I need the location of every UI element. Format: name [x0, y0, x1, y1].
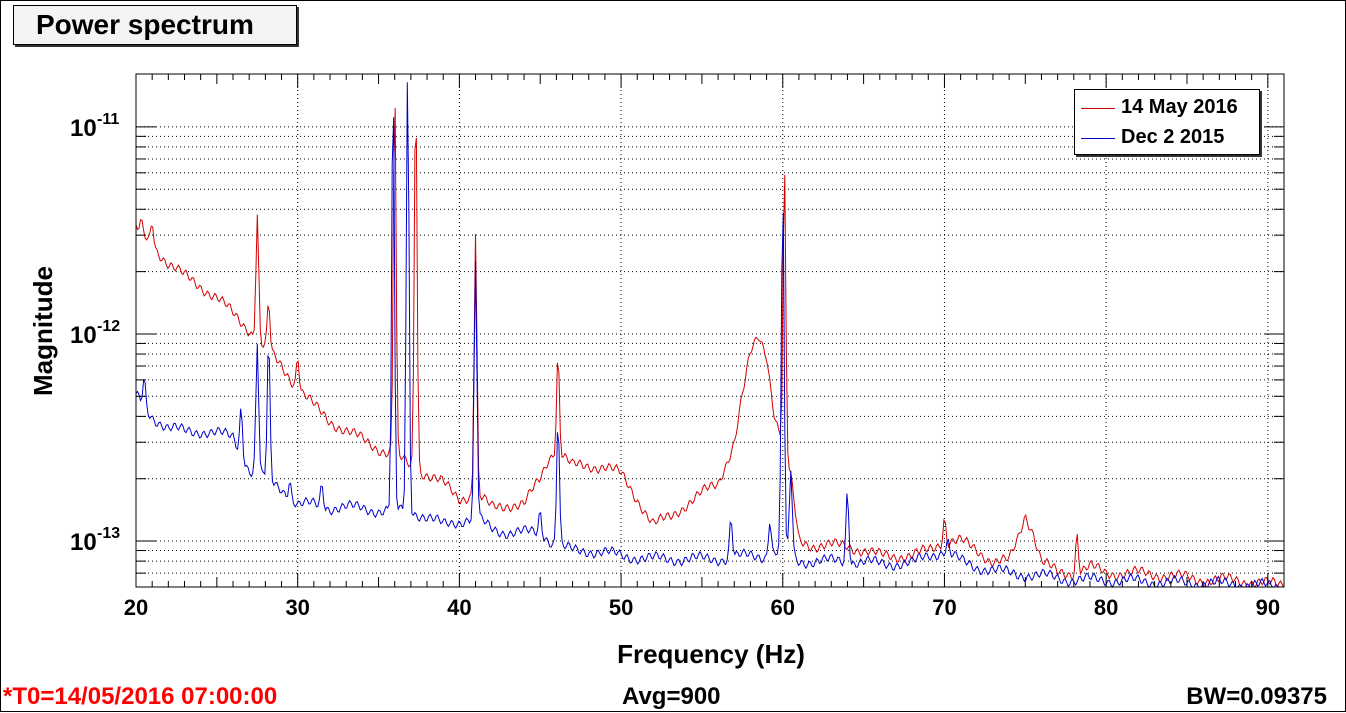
footer-bw: BW=0.09375 — [1186, 683, 1327, 710]
y-tick-label-exp: -12 — [97, 318, 120, 335]
x-tick-label: 90 — [1256, 595, 1280, 620]
y-tick-label-exp: -13 — [97, 525, 120, 542]
plot-frame — [135, 73, 1285, 588]
y-tick-label: 10 -13 — [70, 525, 120, 556]
x-tick-label: 40 — [447, 595, 471, 620]
y-tick-label-base: 10 — [70, 115, 97, 142]
legend-label-series2: Dec 2 2015 — [1121, 126, 1225, 148]
series-line-2 — [135, 82, 1284, 588]
legend-line-series1 — [1081, 108, 1115, 109]
y-axis-label: Magnitude — [28, 266, 58, 396]
y-tick-label-base: 10 — [70, 529, 97, 556]
legend: 14 May 2016 Dec 2 2015 — [1074, 89, 1260, 155]
y-tick-label-base: 10 — [70, 322, 97, 349]
footer-t0: *T0=14/05/2016 07:00:00 — [3, 683, 278, 710]
x-tick-label: 30 — [285, 595, 309, 620]
legend-line-series2 — [1081, 138, 1115, 139]
legend-entry-series1: 14 May 2016 — [1075, 94, 1259, 124]
x-tick-label: 80 — [1094, 595, 1118, 620]
y-tick-label: 10 -12 — [70, 318, 120, 349]
x-axis-label: Frequency (Hz) — [617, 639, 805, 669]
y-tick-label-exp: -11 — [97, 111, 119, 128]
series-line-1 — [135, 107, 1284, 588]
x-tick-label: 50 — [609, 595, 633, 620]
chart-title-text: Power spectrum — [36, 9, 254, 40]
legend-label-series1: 14 May 2016 — [1121, 96, 1238, 118]
legend-entry-series2: Dec 2 2015 — [1075, 124, 1259, 154]
chart-title: Power spectrum — [13, 5, 297, 45]
x-tick-label: 20 — [124, 595, 148, 620]
footer-avg: Avg=900 — [622, 683, 721, 710]
y-tick-label: 10 -11 — [70, 111, 119, 142]
x-tick-label: 70 — [932, 595, 956, 620]
x-tick-label: 60 — [771, 595, 795, 620]
